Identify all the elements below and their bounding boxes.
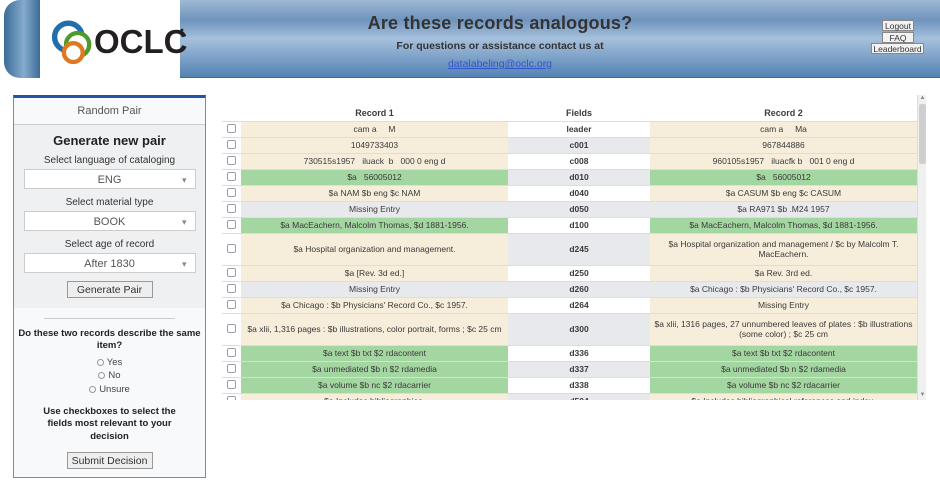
- svg-text:OCLC: OCLC: [94, 23, 188, 60]
